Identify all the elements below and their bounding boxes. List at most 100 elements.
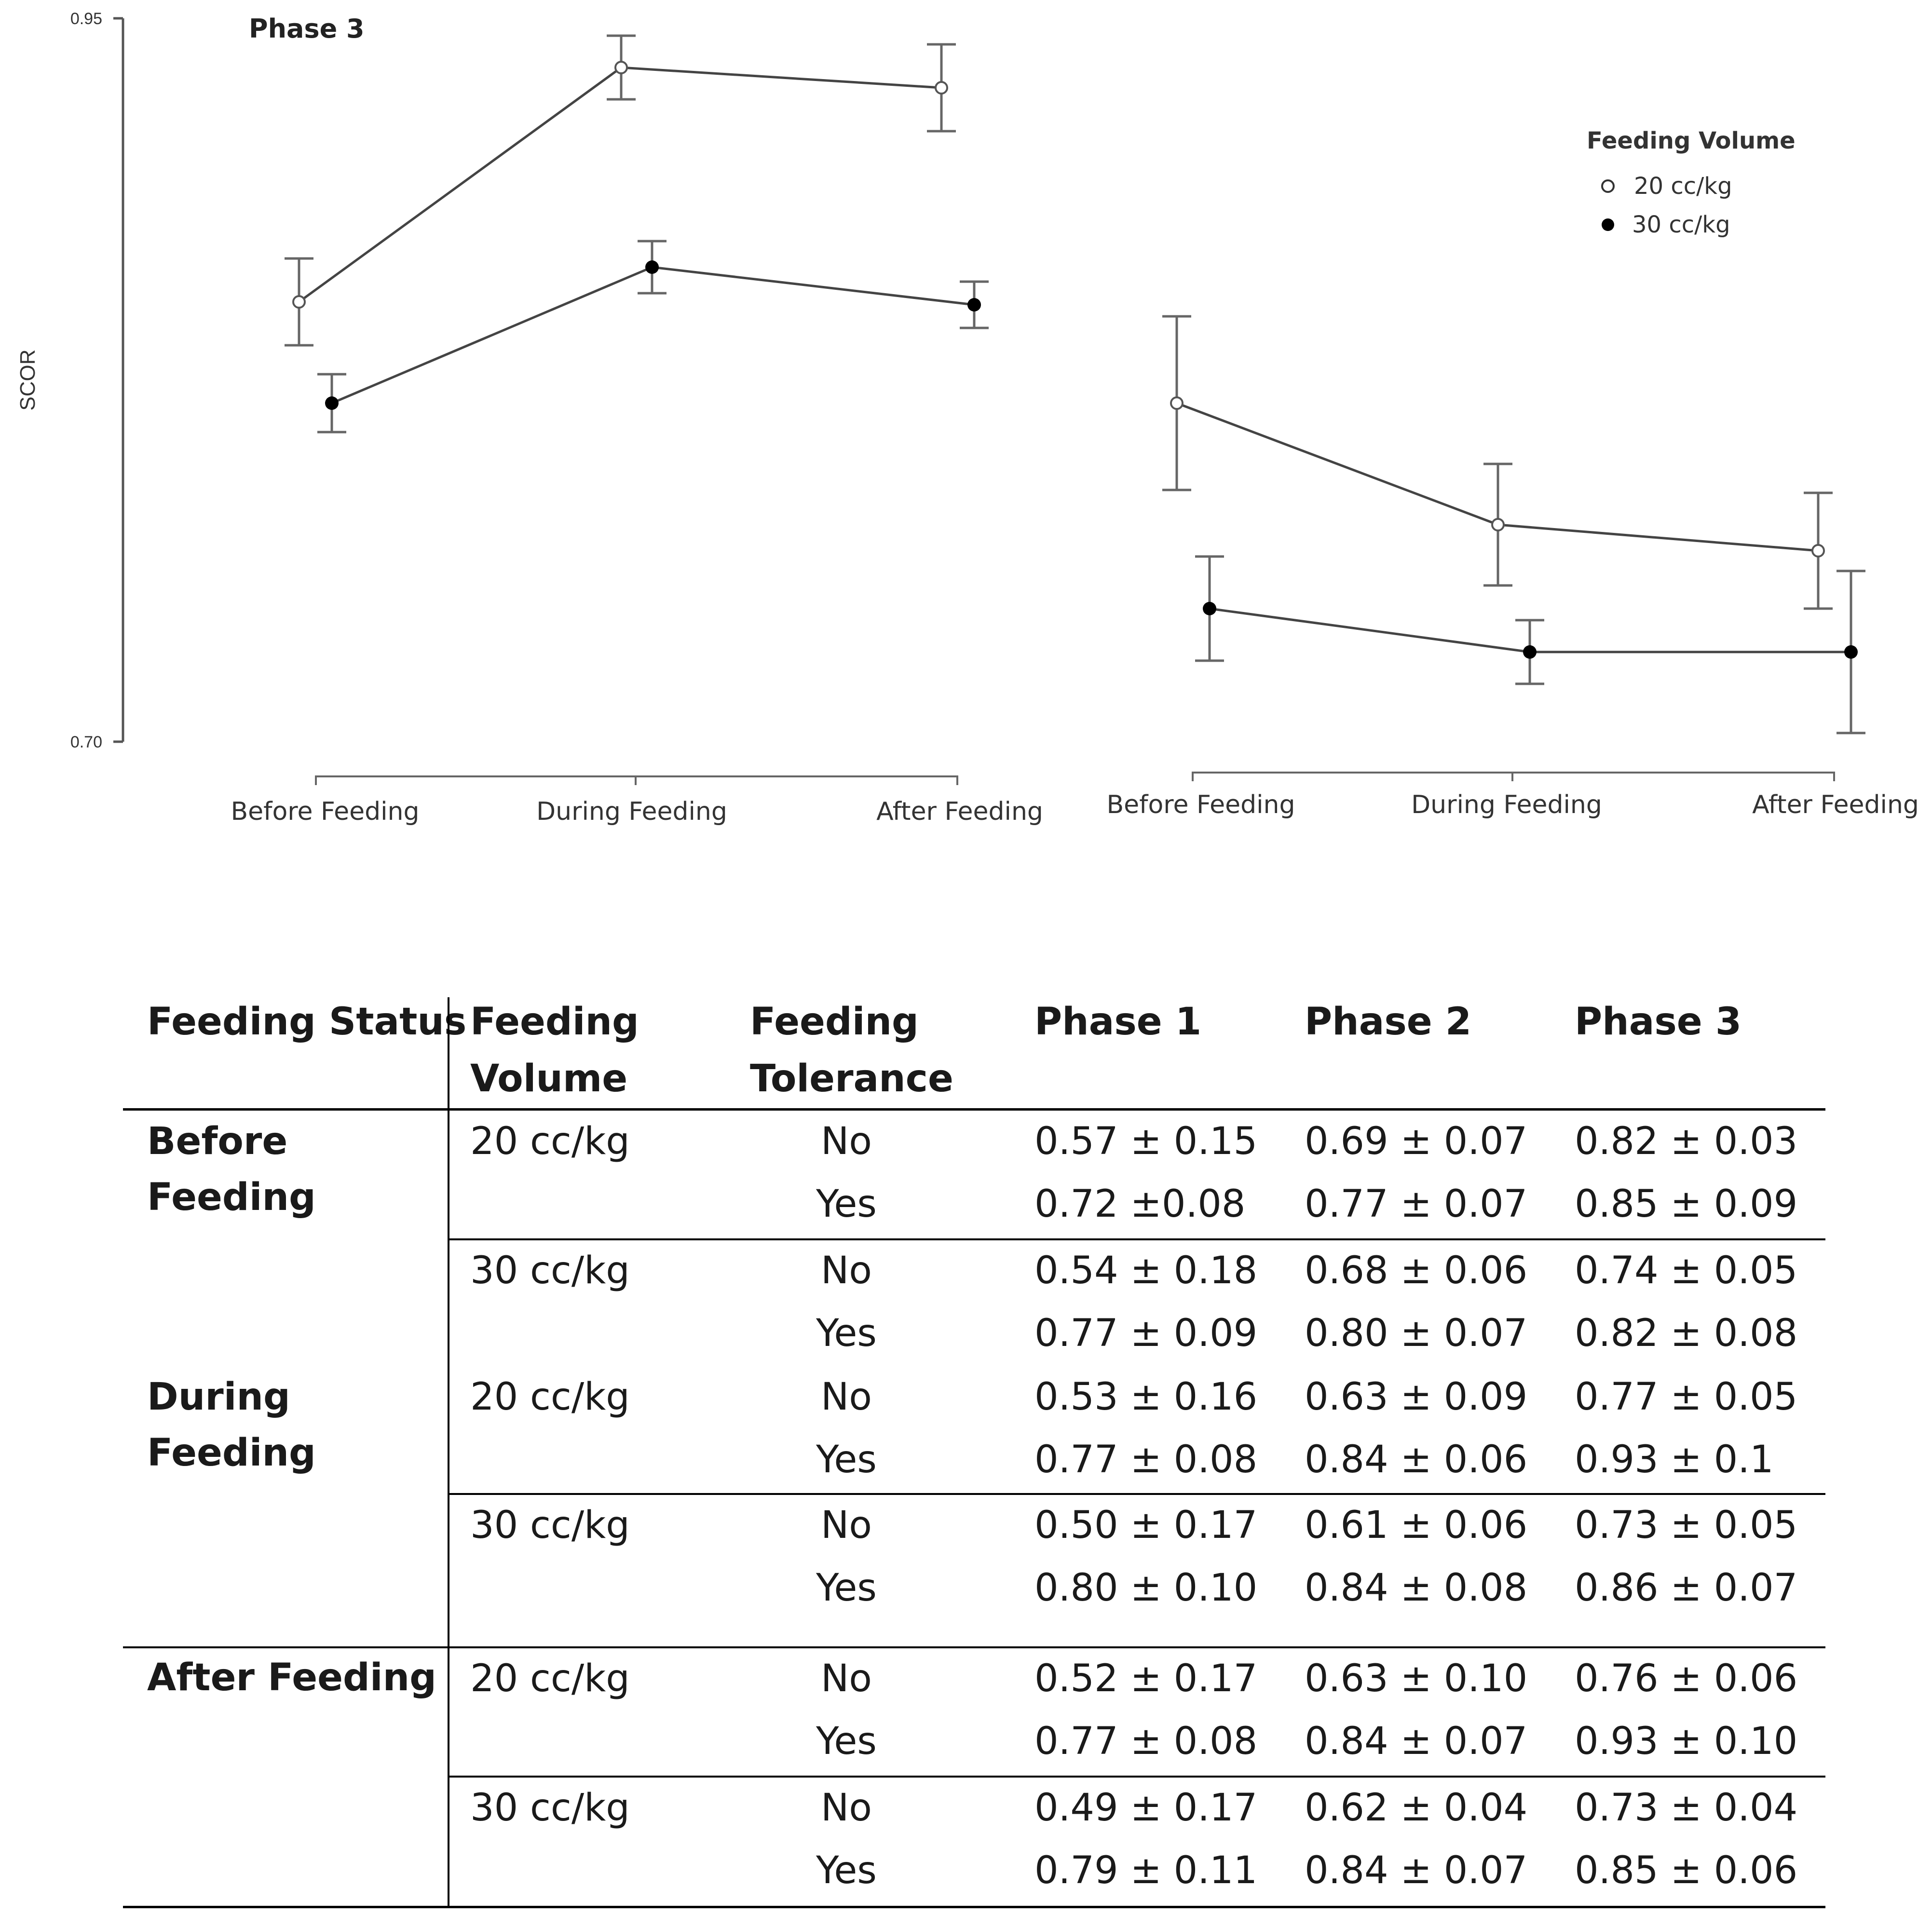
cell-tolerance: No bbox=[820, 1249, 872, 1292]
data-point-30cc bbox=[1523, 645, 1537, 659]
data-marks bbox=[285, 34, 1865, 734]
cell-phase-1: 0.53 ± 0.16 bbox=[1034, 1375, 1258, 1419]
cell-phase-1: 0.77 ± 0.09 bbox=[1034, 1312, 1258, 1355]
cell-volume: 20 cc/kg bbox=[470, 1120, 630, 1163]
cell-phase-1: 0.77 ± 0.08 bbox=[1034, 1720, 1258, 1763]
line-chart: 0.95 0.70 SCOR Phase 3 Before Feeding Du… bbox=[16, 10, 1919, 826]
data-point-20cc bbox=[935, 81, 948, 95]
rule-header-top bbox=[123, 1108, 1825, 1111]
data-point-30cc bbox=[967, 298, 981, 312]
rule-table-bottom bbox=[123, 1906, 1825, 1908]
x-tick-label: After Feeding bbox=[876, 797, 1043, 826]
cell-phase-2: 0.63 ± 0.10 bbox=[1305, 1657, 1528, 1700]
header-phase-1: Phase 1 bbox=[1034, 1000, 1202, 1044]
rule-during-20-30 bbox=[449, 1493, 1825, 1495]
cell-phase-3: 0.93 ± 0.1 bbox=[1575, 1438, 1774, 1481]
legend-marker-30cc bbox=[1602, 218, 1614, 231]
cell-tolerance: No bbox=[820, 1786, 872, 1830]
legend-marker-20cc bbox=[1601, 179, 1615, 193]
cell-phase-1: 0.49 ± 0.17 bbox=[1034, 1786, 1258, 1830]
data-point-30cc bbox=[1203, 602, 1216, 615]
cell-volume: 30 cc/kg bbox=[470, 1786, 630, 1830]
cell-phase-2: 0.80 ± 0.07 bbox=[1305, 1312, 1528, 1355]
cell-phase-1: 0.52 ± 0.17 bbox=[1034, 1657, 1258, 1700]
rule-after-start bbox=[123, 1646, 1825, 1648]
cell-phase-2: 0.84 ± 0.06 bbox=[1305, 1438, 1528, 1481]
cell-tolerance: No bbox=[820, 1657, 872, 1700]
cell-tolerance: Yes bbox=[816, 1849, 877, 1892]
cell-phase-1: 0.72 ±0.08 bbox=[1034, 1182, 1246, 1226]
rule-before-20-30 bbox=[449, 1238, 1825, 1240]
cell-phase-2: 0.61 ± 0.06 bbox=[1305, 1504, 1528, 1547]
cell-phase-3: 0.82 ± 0.03 bbox=[1575, 1120, 1798, 1163]
cell-volume: 20 cc/kg bbox=[470, 1375, 630, 1419]
cell-phase-1: 0.79 ± 0.11 bbox=[1034, 1849, 1258, 1892]
cell-phase-2: 0.68 ± 0.06 bbox=[1305, 1249, 1528, 1292]
cell-phase-3: 0.73 ± 0.04 bbox=[1575, 1786, 1798, 1830]
x-tick-label: Before Feeding bbox=[1106, 790, 1295, 819]
cell-phase-3: 0.86 ± 0.07 bbox=[1575, 1566, 1798, 1610]
header-feeding-volume-line1: Feeding bbox=[470, 1000, 639, 1044]
header-feeding-tolerance-line2: Tolerance bbox=[750, 1057, 953, 1100]
cell-phase-1: 0.50 ± 0.17 bbox=[1034, 1504, 1258, 1547]
cell-tolerance: Yes bbox=[816, 1566, 877, 1610]
cell-phase-2: 0.84 ± 0.07 bbox=[1305, 1720, 1528, 1763]
cell-phase-3: 0.85 ± 0.09 bbox=[1575, 1182, 1798, 1226]
header-phase-3: Phase 3 bbox=[1575, 1000, 1742, 1044]
group-before-line1: Before bbox=[147, 1120, 288, 1163]
cell-tolerance: Yes bbox=[816, 1720, 877, 1763]
group-after-line1: After Feeding bbox=[147, 1656, 436, 1699]
cell-phase-3: 0.76 ± 0.06 bbox=[1575, 1657, 1798, 1700]
cell-tolerance: No bbox=[820, 1120, 872, 1163]
y-tick-label-top: 0.95 bbox=[70, 10, 102, 28]
data-point-20cc bbox=[614, 61, 628, 74]
cell-phase-2: 0.77 ± 0.07 bbox=[1305, 1182, 1528, 1226]
cell-phase-3: 0.74 ± 0.05 bbox=[1575, 1249, 1798, 1292]
cell-tolerance: No bbox=[820, 1375, 872, 1419]
cell-phase-3: 0.73 ± 0.05 bbox=[1575, 1504, 1798, 1547]
cell-phase-2: 0.69 ± 0.07 bbox=[1305, 1120, 1528, 1163]
legend-label-20cc: 20 cc/kg bbox=[1634, 173, 1732, 200]
y-tick-label-bottom: 0.70 bbox=[70, 733, 102, 751]
data-point-30cc bbox=[645, 260, 659, 274]
cell-phase-2: 0.62 ± 0.04 bbox=[1305, 1786, 1528, 1830]
cell-phase-3: 0.82 ± 0.08 bbox=[1575, 1312, 1798, 1355]
x-tick-label: During Feeding bbox=[1411, 790, 1602, 819]
group-during-line2: Feeding bbox=[147, 1431, 316, 1475]
data-point-20cc bbox=[1170, 396, 1184, 410]
x-tick-label: During Feeding bbox=[536, 797, 727, 826]
data-point-20cc bbox=[1811, 544, 1825, 557]
chart-title: Phase 3 bbox=[249, 14, 365, 44]
header-feeding-status: Feeding Status bbox=[147, 1000, 467, 1044]
cell-phase-3: 0.93 ± 0.10 bbox=[1575, 1720, 1798, 1763]
data-point-20cc bbox=[1491, 518, 1505, 531]
cell-phase-2: 0.84 ± 0.07 bbox=[1305, 1849, 1528, 1892]
rule-vertical bbox=[448, 997, 449, 1908]
header-phase-2: Phase 2 bbox=[1305, 1000, 1472, 1044]
group-during-line1: During bbox=[147, 1375, 290, 1419]
cell-volume: 20 cc/kg bbox=[470, 1657, 630, 1700]
legend-label-30cc: 30 cc/kg bbox=[1632, 211, 1730, 238]
cell-tolerance: No bbox=[820, 1504, 872, 1547]
x-tick-label: Before Feeding bbox=[231, 797, 419, 826]
cell-phase-2: 0.63 ± 0.09 bbox=[1305, 1375, 1528, 1419]
x-tick-label: After Feeding bbox=[1752, 790, 1919, 819]
cell-phase-1: 0.77 ± 0.08 bbox=[1034, 1438, 1258, 1481]
cell-phase-1: 0.54 ± 0.18 bbox=[1034, 1249, 1258, 1292]
legend-title: Feeding Volume bbox=[1587, 127, 1796, 154]
header-feeding-tolerance-line1: Feeding bbox=[750, 1000, 919, 1044]
data-point-30cc bbox=[1844, 645, 1858, 659]
y-axis-label: SCOR bbox=[16, 349, 40, 410]
cell-volume: 30 cc/kg bbox=[470, 1249, 630, 1292]
cell-phase-3: 0.77 ± 0.05 bbox=[1575, 1375, 1798, 1419]
cell-phase-2: 0.84 ± 0.08 bbox=[1305, 1566, 1528, 1610]
rule-after-20-30 bbox=[449, 1776, 1825, 1778]
header-feeding-volume-line2: Volume bbox=[470, 1057, 628, 1100]
cell-phase-3: 0.85 ± 0.06 bbox=[1575, 1849, 1798, 1892]
cell-volume: 30 cc/kg bbox=[470, 1504, 630, 1547]
cell-tolerance: Yes bbox=[816, 1182, 877, 1226]
cell-phase-1: 0.57 ± 0.15 bbox=[1034, 1120, 1258, 1163]
cell-tolerance: Yes bbox=[816, 1312, 877, 1355]
data-point-20cc bbox=[292, 295, 306, 309]
